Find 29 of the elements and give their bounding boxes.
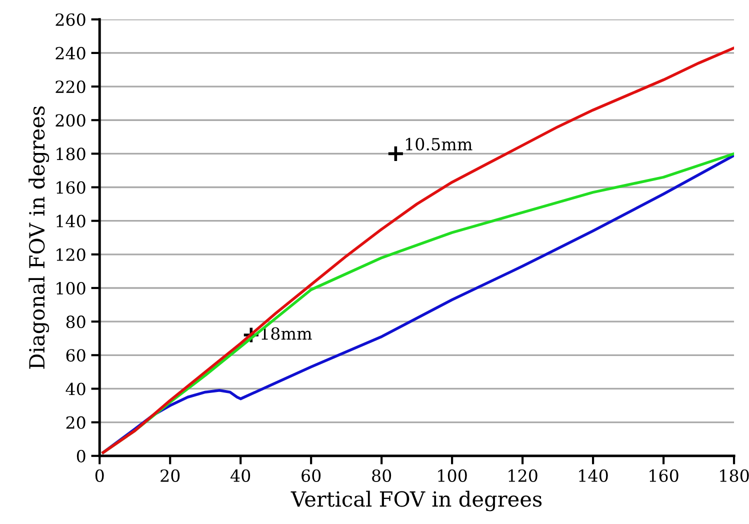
x-tick-label: 100 xyxy=(438,469,467,482)
y-tick-label: 240 xyxy=(56,46,86,60)
y-tick-label: 260 xyxy=(56,13,86,26)
y-tick-label: 80 xyxy=(66,316,86,328)
y-tick-label: 0 xyxy=(76,450,86,462)
x-tick-label: 0 xyxy=(95,469,104,482)
x-tick-label: 40 xyxy=(230,469,250,482)
y-tick-label: 180 xyxy=(56,148,86,160)
x-tick-label: 140 xyxy=(579,469,608,482)
x-axis-title: Vertical FOV in degrees xyxy=(290,490,542,512)
y-tick-label: 220 xyxy=(56,80,86,94)
y-tick-label: 40 xyxy=(66,382,86,396)
y-tick-label: 160 xyxy=(56,181,86,194)
y-tick-label: 60 xyxy=(66,349,86,362)
x-tick-label: 20 xyxy=(160,469,180,482)
y-tick-label: 140 xyxy=(56,214,86,228)
y-tick-label: 20 xyxy=(66,416,86,429)
y-tick-label: 200 xyxy=(56,114,86,127)
x-tick-label: 60 xyxy=(302,469,321,482)
y-axis-title: Diagonal FOV in degrees xyxy=(28,106,50,369)
x-tick-label: 160 xyxy=(650,469,678,482)
x-tick-label: 80 xyxy=(372,469,392,482)
y-tick-label: 120 xyxy=(56,248,86,261)
y-tick-label: 100 xyxy=(56,282,86,295)
line-series xyxy=(102,46,734,454)
x-tick-label: 120 xyxy=(508,469,538,482)
annotation: 18mm xyxy=(262,327,312,340)
x-tick-label: 180 xyxy=(720,469,749,482)
annotation: 10.5mm xyxy=(406,138,472,150)
